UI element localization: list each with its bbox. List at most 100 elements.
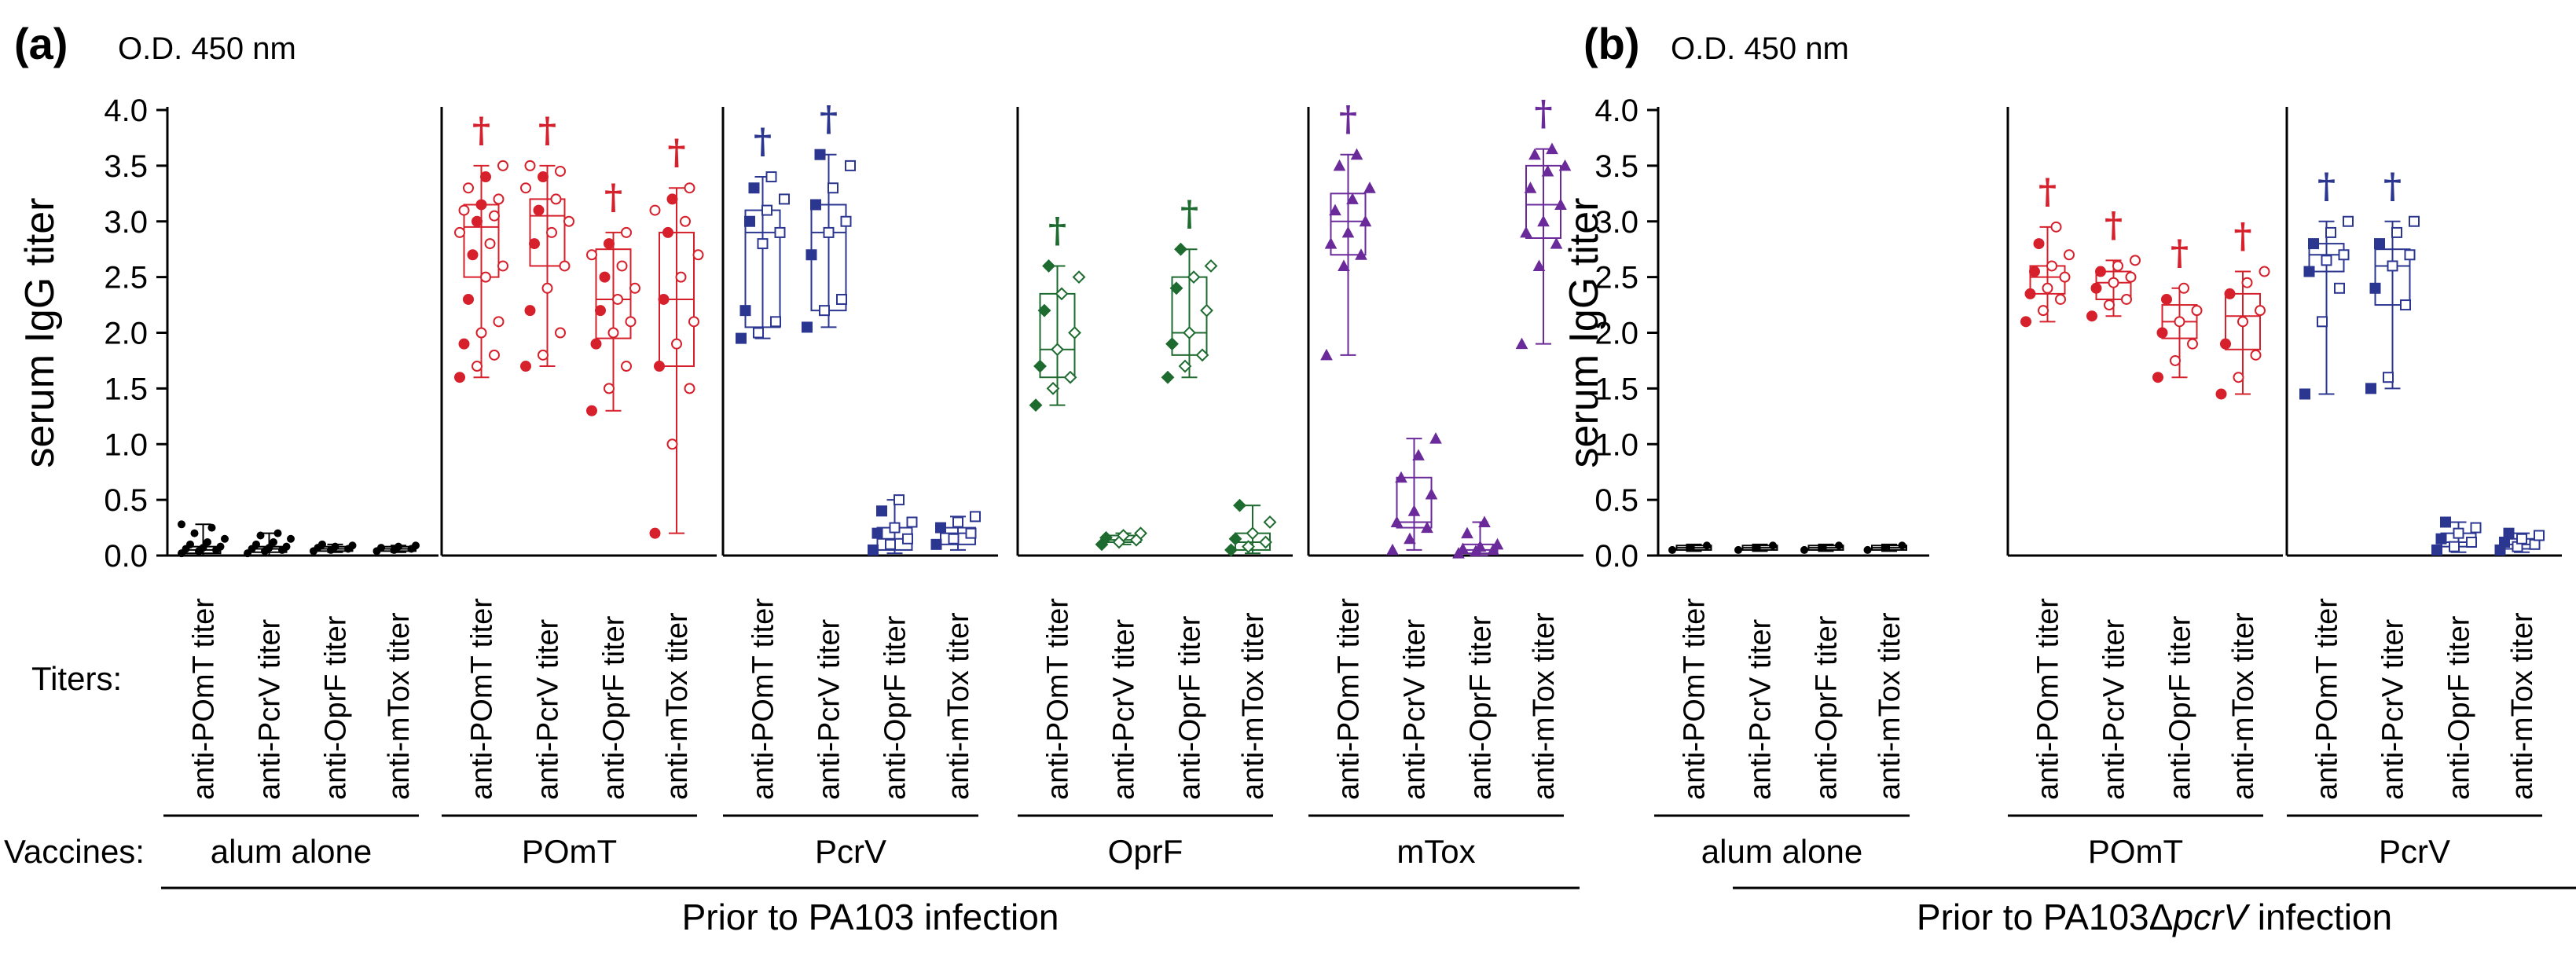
data-point — [1863, 545, 1872, 554]
data-point — [475, 199, 487, 211]
data-point — [2237, 316, 2248, 328]
data-point — [394, 542, 402, 551]
data-point — [736, 332, 747, 344]
data-point — [2038, 305, 2049, 317]
data-point — [1686, 544, 1693, 552]
category-label: anti-POmT titer — [466, 598, 499, 800]
group-pomt: † anti-POmT titer † anti-PcrV titer † anti-Op… — [440, 107, 717, 870]
data-point — [256, 531, 265, 540]
data-point — [802, 321, 813, 333]
y-tick-label: 4.0 — [1594, 94, 1638, 128]
y-tick-label: 4.0 — [104, 94, 148, 128]
panel-a: (a) O.D. 450 nm serum IgG titer 0.0 0.5 1.0 1.… — [4, 19, 1583, 937]
data-point — [2241, 277, 2253, 288]
data-point — [331, 542, 339, 551]
data-point — [948, 533, 960, 545]
titers-label: Titers: — [31, 660, 122, 697]
y-tick-label: 2.0 — [1594, 317, 1638, 351]
data-point — [744, 215, 755, 227]
data-point — [1491, 537, 1504, 550]
data-point — [1072, 270, 1086, 284]
data-point — [463, 182, 474, 194]
data-point — [186, 540, 194, 548]
box-oprf-2: † anti-OprF titer — [1161, 194, 1218, 800]
data-point — [1404, 532, 1416, 545]
data-point — [1169, 281, 1183, 295]
data-point — [493, 193, 505, 205]
y-tick-label: 0.0 — [104, 539, 148, 574]
y-axis-label: serum IgG titer — [17, 198, 63, 468]
data-point — [671, 338, 682, 350]
box-pomt-3: † anti-mTox titer — [649, 133, 704, 800]
category-label: anti-OprF titer — [1174, 615, 1207, 800]
iqr-box — [595, 248, 632, 339]
data-point — [885, 538, 896, 550]
iqr-box — [1396, 476, 1433, 529]
data-point — [1134, 526, 1147, 541]
category-label: anti-mTox titer — [383, 612, 416, 800]
data-point — [612, 293, 623, 305]
data-point — [2369, 282, 2381, 294]
box-alum-alone-1: anti-PcrV titer — [1734, 541, 1778, 800]
data-point — [2303, 266, 2315, 277]
data-point — [2499, 536, 2510, 548]
data-point — [819, 305, 830, 317]
category-label: anti-mTox titer — [2506, 612, 2539, 800]
data-point — [1515, 337, 1528, 350]
group-pcrv: † anti-POmT titer † anti-PcrV titer anti-Opr… — [721, 100, 998, 870]
y-axis-label: serum IgG titer — [1561, 198, 1607, 468]
category-label: anti-PcrV titer — [813, 618, 846, 800]
data-point — [1341, 226, 1355, 238]
data-point — [1346, 193, 1359, 204]
data-point — [2334, 282, 2345, 294]
vaccine-label: POmT — [522, 833, 617, 870]
category-label: anti-PcrV titer — [2377, 618, 2410, 800]
data-point — [2095, 266, 2106, 277]
data-point — [684, 182, 695, 194]
significance-dagger: † — [820, 100, 838, 140]
data-point — [1390, 515, 1404, 527]
group-oprf: † anti-POmT titer anti-PcrV titer † anti-Opr… — [1016, 107, 1293, 870]
data-point — [546, 226, 557, 238]
vaccine-label: mTox — [1396, 833, 1475, 870]
data-point — [779, 193, 790, 205]
data-point — [902, 533, 913, 545]
data-point — [520, 361, 531, 372]
data-point — [1528, 148, 1541, 160]
data-point — [1165, 337, 1179, 351]
category-label: anti-PcrV titer — [532, 618, 565, 800]
box-pcrv-0: † anti-POmT titer — [2299, 167, 2354, 800]
data-point — [190, 529, 199, 537]
data-point — [207, 523, 216, 532]
data-point — [1386, 543, 1399, 556]
category-label: anti-POmT titer — [1679, 598, 1712, 800]
data-point — [1425, 487, 1438, 500]
vaccines-label: Vaccines: — [4, 833, 145, 870]
data-point — [805, 249, 817, 261]
data-point — [2435, 533, 2447, 545]
data-point — [1363, 182, 1376, 193]
data-point — [282, 542, 291, 551]
data-point — [753, 327, 764, 339]
data-point — [840, 215, 852, 227]
data-point — [1546, 142, 1558, 155]
data-point — [2024, 288, 2036, 299]
data-point — [2431, 544, 2442, 556]
data-point — [2220, 338, 2231, 350]
data-point — [1338, 259, 1350, 271]
data-point — [2121, 293, 2132, 305]
vaccine-label: PcrV — [815, 833, 886, 870]
units-label: O.D. 450 nm — [118, 31, 296, 66]
data-point — [2404, 249, 2416, 261]
data-point — [1051, 343, 1064, 357]
category-label: anti-OprF titer — [879, 615, 912, 800]
box-pcrv-3: anti-mTox titer — [2494, 527, 2545, 800]
data-point — [1478, 515, 1491, 527]
category-label: anti-OprF titer — [320, 615, 353, 800]
data-point — [489, 210, 500, 222]
data-point — [454, 226, 465, 238]
data-point — [930, 538, 942, 550]
box-oprf-3: anti-mTox titer — [1224, 498, 1277, 800]
data-point — [348, 541, 357, 550]
box-pomt-1: † anti-PcrV titer — [2086, 205, 2141, 800]
